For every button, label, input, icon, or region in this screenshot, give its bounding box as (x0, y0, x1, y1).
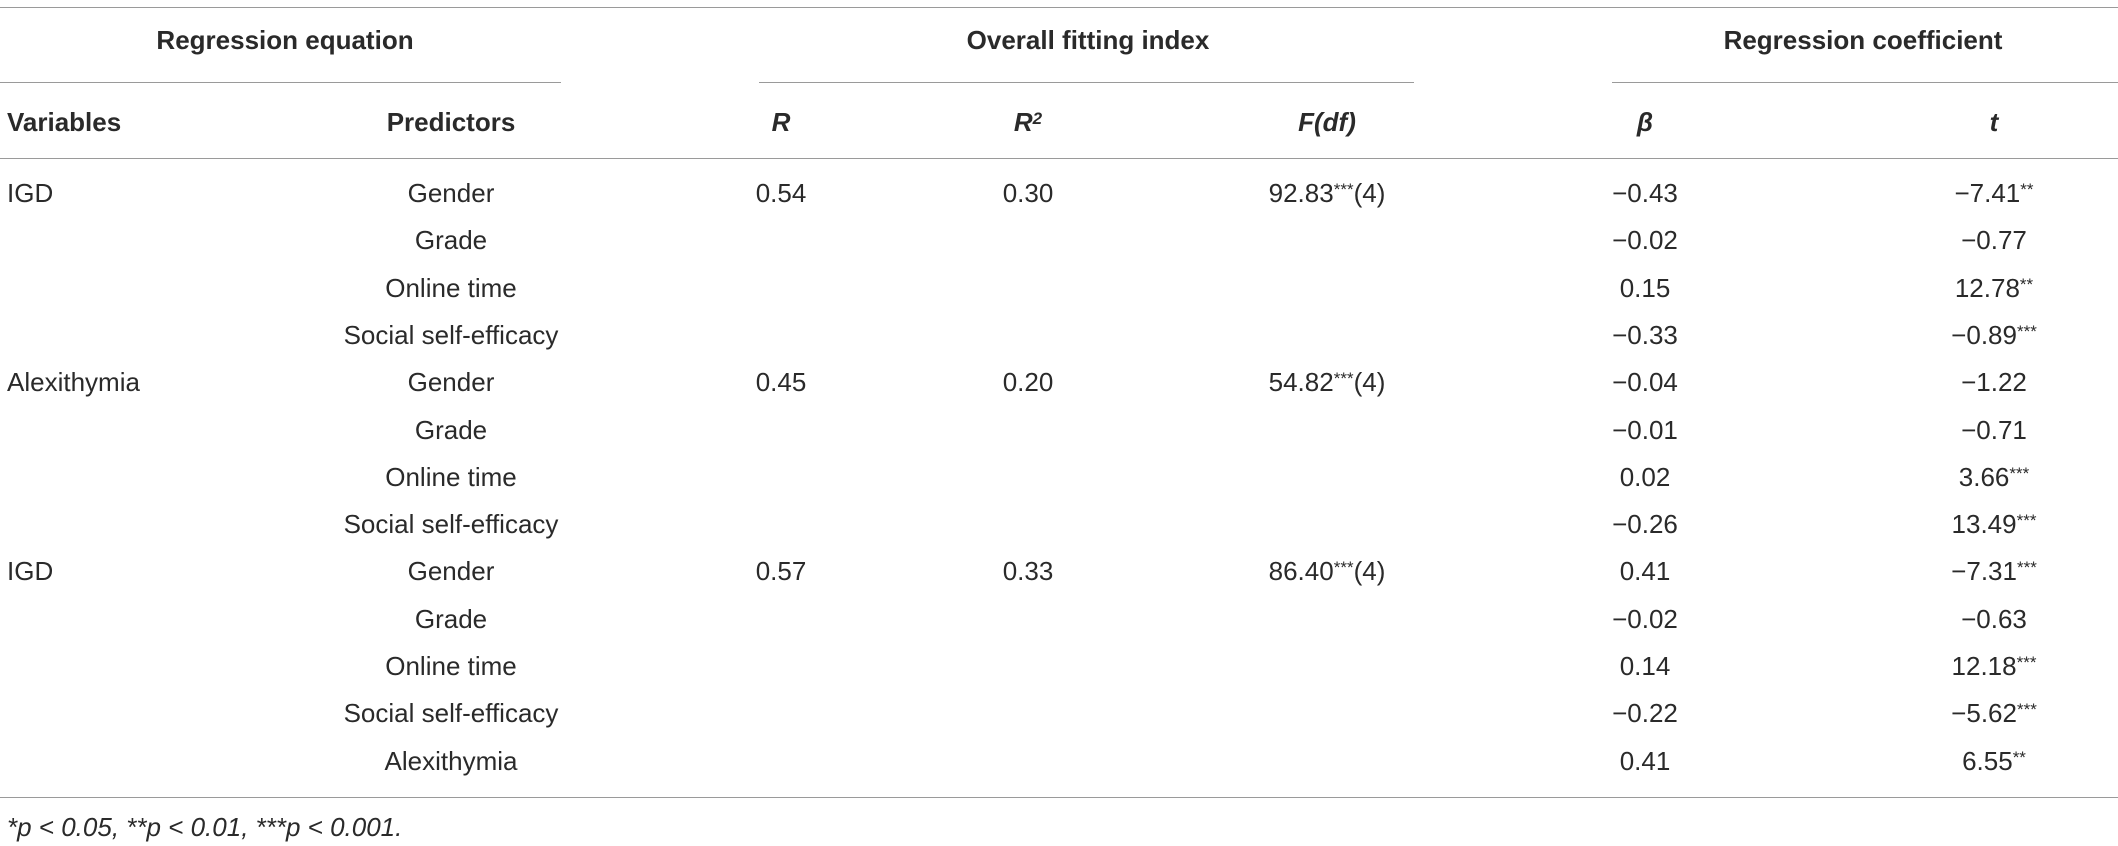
table-cell: Online time (385, 272, 517, 303)
table-cell: 54.82***(4) (1077, 367, 1577, 397)
table-cell: 12.78** (1744, 273, 2118, 303)
column-header: Variables (7, 107, 122, 137)
column-header: t (1989, 107, 1999, 137)
group-header: Regression coefficient (1723, 25, 2003, 55)
table-cell: 0.41 (1619, 556, 1671, 587)
table-cell: 0.57 (755, 556, 807, 587)
cell-main: 86.40 (1268, 556, 1334, 587)
table-cell: Gender (407, 178, 495, 208)
column-header: F(df) (1298, 107, 1356, 137)
cell-sup: 2 (1032, 109, 1043, 128)
table-cell: −5.62*** (1744, 698, 2118, 728)
group-header: Regression equation (156, 25, 414, 55)
table-cell: 0.14 (1619, 651, 1671, 681)
cell-main: −0.89 (1951, 319, 2017, 350)
cell-sup: ** (2019, 274, 2034, 294)
table-cell: −0.33 (1612, 319, 1678, 350)
table-cell: 0.15 (1619, 272, 1671, 303)
cell-sup: *** (2016, 558, 2037, 578)
cell-main: 54.82 (1268, 367, 1334, 398)
table-cell: −0.04 (1612, 367, 1678, 398)
cell-sup: *** (2016, 700, 2037, 720)
cell-sup: *** (1333, 369, 1354, 389)
table-cell: −0.02 (1612, 225, 1678, 256)
table-cell: Online time (385, 651, 517, 681)
table-cell: −0.77 (1961, 225, 2027, 256)
table-cell: −0.43 (1612, 178, 1678, 208)
cell-main: 6.55 (1962, 745, 2013, 776)
table-cell: IGD (7, 556, 54, 587)
cell-main: 3.66 (1958, 461, 2010, 492)
cell-sup: ** (2012, 747, 2026, 767)
table-cell: −0.26 (1612, 509, 1678, 540)
cell-sup: *** (1333, 180, 1354, 199)
table-cell: Online time (385, 461, 517, 492)
table-cell: Alexithymia (384, 745, 518, 776)
table-cell: 0.20 (1002, 367, 1054, 398)
table-cell: 0.02 (1619, 461, 1671, 492)
table-cell: Social self-efficacy (343, 319, 559, 350)
cell-tail: (4) (1353, 367, 1386, 398)
table-cell: Grade (414, 603, 488, 634)
bottom-rule (0, 797, 2118, 798)
table-cell: 13.49*** (1744, 509, 2118, 539)
table-cell: 0.45 (755, 367, 807, 398)
table-cell: −0.63 (1961, 603, 2027, 634)
cell-main: −5.62 (1951, 698, 2017, 729)
table-cell: 0.30 (1002, 178, 1054, 208)
table-cell: 12.18*** (1744, 651, 2118, 681)
table-cell: 3.66*** (1744, 462, 2118, 492)
cell-main: 92.83 (1268, 178, 1334, 208)
cell-sup: *** (2009, 463, 2030, 483)
table-cell: Social self-efficacy (343, 509, 559, 540)
table-cell: Alexithymia (7, 367, 140, 398)
table-cell: −0.89*** (1744, 320, 2118, 350)
cell-sup: *** (2016, 653, 2037, 672)
cell-main: −7.31 (1951, 556, 2017, 587)
column-header: R (771, 107, 791, 137)
table-cell: Gender (407, 556, 495, 587)
table-cell: Gender (407, 367, 495, 398)
table-cell: −0.01 (1612, 414, 1678, 445)
table-cell: −7.41** (1744, 178, 2118, 208)
cell-tail: (4) (1353, 178, 1386, 208)
table-cell: Grade (414, 225, 488, 256)
table-cell: 86.40***(4) (1077, 556, 1577, 586)
cell-tail: (4) (1353, 556, 1386, 587)
cell-sup: *** (1333, 558, 1354, 578)
group-header: Overall fitting index (966, 25, 1210, 55)
table-cell: 0.41 (1619, 745, 1671, 776)
group-rule (759, 82, 1414, 83)
cell-main: 13.49 (1951, 509, 2017, 540)
table-cell: −7.31*** (1744, 556, 2118, 586)
column-header: Predictors (386, 107, 516, 137)
cell-main: −7.41 (1954, 178, 2021, 208)
table-cell: 0.33 (1002, 556, 1054, 587)
table-cell: IGD (7, 178, 54, 208)
cell-sup: ** (2020, 180, 2034, 199)
cell-main: R (1013, 107, 1033, 137)
cell-sup: *** (2016, 511, 2037, 531)
table-cell: −1.22 (1961, 367, 2027, 398)
footnote: *p < 0.05, **p < 0.01, ***p < 0.001. (7, 812, 403, 842)
column-header: R2 (778, 107, 1278, 137)
group-rule (1612, 82, 2118, 83)
table-cell: 6.55** (1744, 746, 2118, 776)
table-cell: −0.22 (1612, 698, 1678, 729)
header-rule (0, 158, 2118, 159)
table-cell: −0.71 (1961, 414, 2027, 445)
table-cell: Grade (414, 414, 488, 445)
table-cell: Social self-efficacy (343, 698, 559, 729)
column-header: β (1636, 107, 1654, 137)
table-cell: −0.02 (1612, 603, 1678, 634)
group-rule (0, 82, 561, 83)
cell-main: 12.18 (1951, 651, 2017, 681)
table-cell: 0.54 (755, 178, 807, 208)
table-cell: 92.83***(4) (1077, 178, 1577, 208)
top-rule (0, 7, 2118, 8)
cell-main: 12.78 (1954, 272, 2020, 303)
cell-sup: *** (2016, 321, 2037, 341)
